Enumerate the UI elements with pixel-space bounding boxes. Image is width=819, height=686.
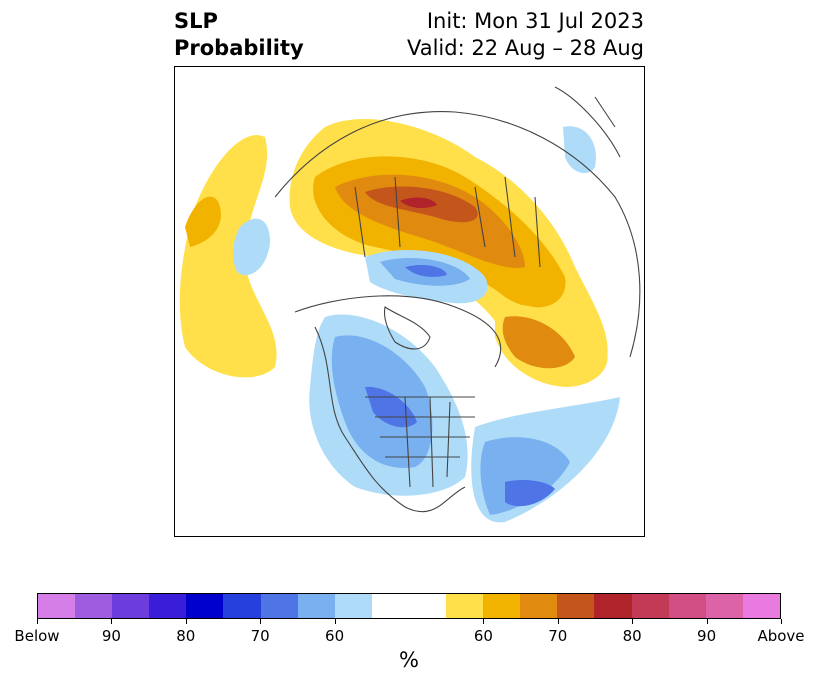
map-canvas [179,86,641,523]
colorbar-tick-mark [557,619,559,624]
map-title: SLP Probability [174,8,304,62]
valid-range: Valid: 22 Aug – 28 Aug [406,36,644,60]
colorbar-segment [408,594,447,618]
colorbar-tick-label: Above [757,627,805,645]
colorbar-unit: % [399,648,419,672]
colorbar-segment [668,594,706,618]
colorbar-segment [149,594,187,618]
title-line-2: Probability [174,36,304,60]
colorbar-segment [260,594,298,618]
colorbar-tick-mark [185,619,187,624]
above-region-north-pacific-core [502,316,575,369]
colorbar-tick-label: 60 [325,627,345,645]
colorbar-tick-mark [483,619,485,624]
colorbar-segment [75,594,113,618]
colorbar-tick-label: 90 [697,627,717,645]
title-line-1: SLP [174,9,218,33]
above-region-pacific-core [185,196,221,247]
colorbar-segment [334,594,372,618]
below-region-east-asia [563,126,596,174]
below-region-atlantic-mid [480,437,570,515]
above-region-pacific [179,135,277,378]
colorbar-tick-label: 70 [250,627,270,645]
colorbar-tick-mark [334,619,336,624]
probability-map [174,66,645,537]
colorbar-tick-mark [706,619,708,624]
colorbar-tick-label: 70 [548,627,568,645]
colorbar-tick-label: 90 [101,627,121,645]
colorbar-tick-label: 80 [622,627,642,645]
probability-colorbar [37,593,781,619]
init-date: Init: Mon 31 Jul 2023 [426,9,644,33]
coastlines [274,86,641,513]
below-region-atlantic-strong [505,479,555,507]
colorbar-segment [594,594,632,618]
colorbar-segment [112,594,150,618]
colorbar-tick-mark [632,619,634,624]
colorbar-tick-mark [781,619,782,624]
colorbar-tick-mark [260,619,262,624]
colorbar-segment [483,594,521,618]
colorbar-segment [631,594,669,618]
colorbar-segment [186,594,224,618]
colorbar-segment [557,594,595,618]
colorbar-segment [371,594,409,618]
colorbar-tick-mark [111,619,113,624]
colorbar-segment [38,594,76,618]
colorbar-segment [520,594,558,618]
colorbar-segment [446,594,484,618]
map-dates: Init: Mon 31 Jul 2023 Valid: 22 Aug – 28… [407,8,644,62]
above-region-eurasia-max [400,197,437,209]
colorbar-tick-label: Below [14,627,60,645]
colorbar-segment [742,594,780,618]
colorbar-segment [705,594,743,618]
colorbar-tick-label: 80 [176,627,196,645]
colorbar-segment [223,594,261,618]
below-region-pacific [233,218,270,276]
below-region-arctic-strong [405,264,447,277]
colorbar-tick-mark [37,619,38,624]
colorbar-tick-label: 60 [473,627,493,645]
colorbar-segment [297,594,335,618]
